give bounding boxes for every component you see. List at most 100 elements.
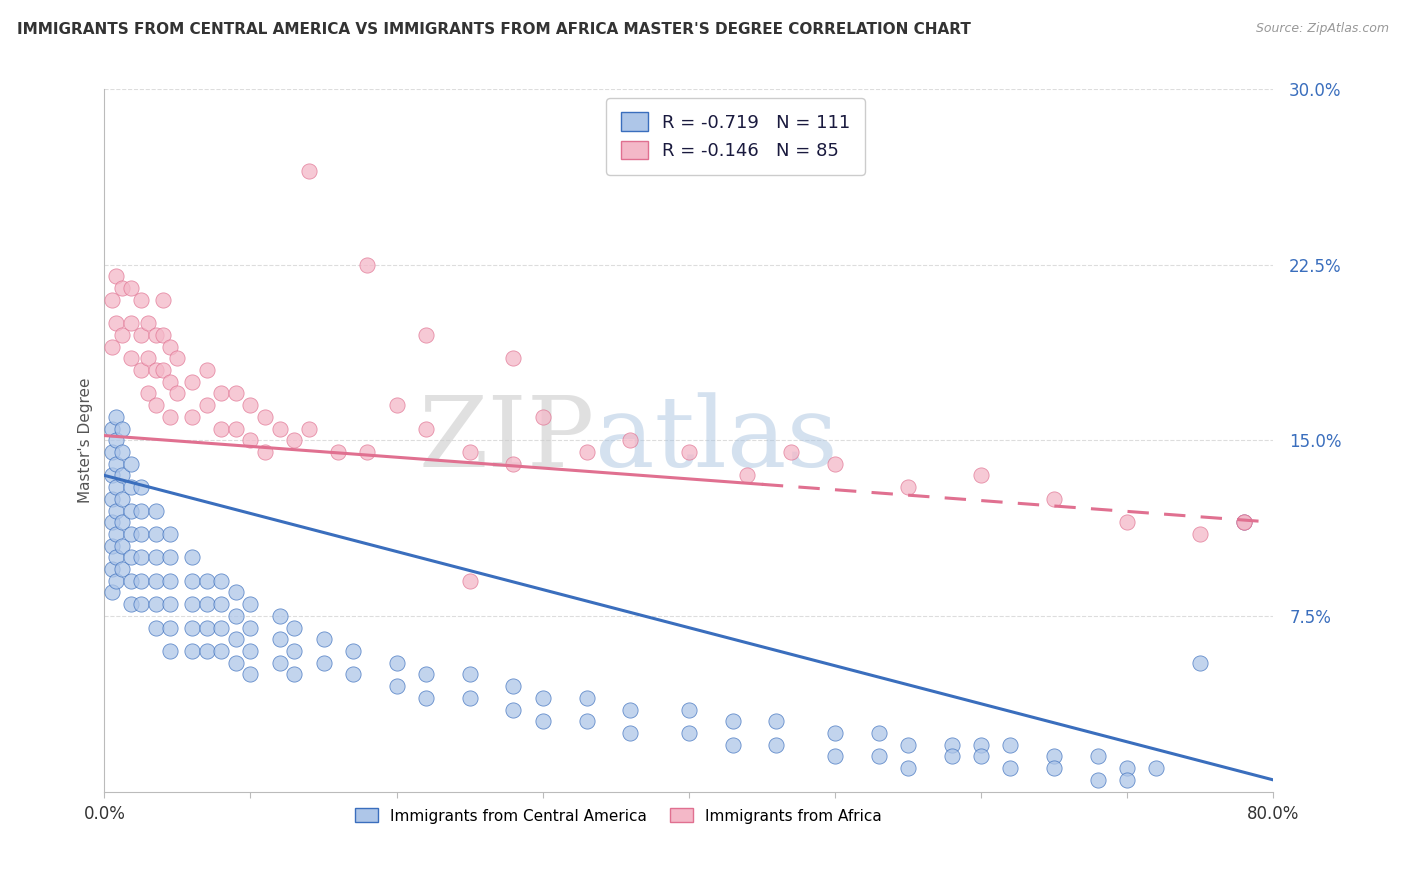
Point xyxy=(458,690,481,705)
Point xyxy=(415,421,437,435)
Point xyxy=(152,327,174,342)
Point xyxy=(1043,749,1066,764)
Point xyxy=(415,690,437,705)
Point xyxy=(105,434,128,448)
Text: atlas: atlas xyxy=(595,392,838,488)
Point xyxy=(502,351,524,366)
Point xyxy=(105,503,128,517)
Point xyxy=(868,749,890,764)
Point xyxy=(970,738,993,752)
Point xyxy=(897,480,920,494)
Point xyxy=(145,327,167,342)
Point xyxy=(269,632,291,647)
Point xyxy=(120,457,142,471)
Point xyxy=(678,703,700,717)
Point xyxy=(209,597,232,611)
Point xyxy=(145,597,167,611)
Point xyxy=(195,621,218,635)
Point xyxy=(342,667,364,681)
Point xyxy=(312,656,335,670)
Point xyxy=(159,644,181,658)
Point xyxy=(1043,491,1066,506)
Point xyxy=(531,714,554,729)
Text: IMMIGRANTS FROM CENTRAL AMERICA VS IMMIGRANTS FROM AFRICA MASTER'S DEGREE CORREL: IMMIGRANTS FROM CENTRAL AMERICA VS IMMIG… xyxy=(17,22,970,37)
Point xyxy=(998,738,1021,752)
Point xyxy=(225,608,247,623)
Point xyxy=(298,164,321,178)
Point xyxy=(1144,761,1167,775)
Point xyxy=(342,644,364,658)
Point xyxy=(415,327,437,342)
Point xyxy=(385,656,408,670)
Point xyxy=(502,679,524,693)
Point xyxy=(195,644,218,658)
Point xyxy=(105,527,128,541)
Point xyxy=(159,574,181,588)
Point xyxy=(111,562,134,576)
Point xyxy=(181,621,204,635)
Point xyxy=(159,340,181,354)
Point xyxy=(111,515,134,529)
Point xyxy=(1116,515,1139,529)
Point xyxy=(195,363,218,377)
Point xyxy=(1233,515,1256,529)
Point xyxy=(152,363,174,377)
Point xyxy=(105,269,128,284)
Point xyxy=(120,550,142,565)
Point xyxy=(145,398,167,412)
Point xyxy=(1087,749,1109,764)
Point xyxy=(328,445,350,459)
Point xyxy=(209,644,232,658)
Point xyxy=(458,445,481,459)
Point xyxy=(970,749,993,764)
Point xyxy=(721,738,744,752)
Point xyxy=(129,527,152,541)
Point xyxy=(136,316,159,330)
Point xyxy=(145,503,167,517)
Point xyxy=(136,351,159,366)
Text: Source: ZipAtlas.com: Source: ZipAtlas.com xyxy=(1256,22,1389,36)
Point xyxy=(575,714,598,729)
Point xyxy=(181,550,204,565)
Point xyxy=(678,726,700,740)
Point xyxy=(298,421,321,435)
Point xyxy=(941,738,963,752)
Point xyxy=(100,585,122,599)
Point xyxy=(129,574,152,588)
Point xyxy=(129,480,152,494)
Point xyxy=(239,597,262,611)
Point xyxy=(824,726,846,740)
Point xyxy=(385,679,408,693)
Point xyxy=(209,621,232,635)
Point xyxy=(1087,772,1109,787)
Point xyxy=(145,574,167,588)
Point xyxy=(100,539,122,553)
Point xyxy=(269,421,291,435)
Point xyxy=(195,574,218,588)
Point xyxy=(225,632,247,647)
Point xyxy=(159,597,181,611)
Point xyxy=(100,468,122,483)
Point xyxy=(239,667,262,681)
Point xyxy=(195,597,218,611)
Point xyxy=(312,632,335,647)
Text: ZIP: ZIP xyxy=(419,392,595,488)
Point xyxy=(105,316,128,330)
Point xyxy=(111,445,134,459)
Point xyxy=(129,293,152,307)
Point xyxy=(897,761,920,775)
Point xyxy=(678,445,700,459)
Point xyxy=(100,445,122,459)
Point xyxy=(502,703,524,717)
Point xyxy=(531,409,554,424)
Point xyxy=(254,445,277,459)
Point xyxy=(129,597,152,611)
Point xyxy=(283,644,305,658)
Point xyxy=(159,550,181,565)
Point xyxy=(181,597,204,611)
Point xyxy=(100,293,122,307)
Point xyxy=(225,585,247,599)
Point xyxy=(129,327,152,342)
Point xyxy=(209,574,232,588)
Point xyxy=(159,527,181,541)
